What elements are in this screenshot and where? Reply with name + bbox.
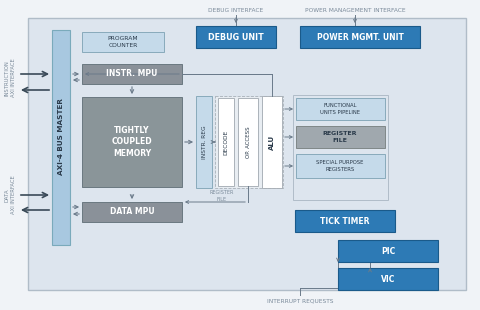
Text: INSTRUCTION
AXI INTERFACE: INSTRUCTION AXI INTERFACE [4,59,15,97]
Bar [293,95,388,200]
Text: AXI-4 BUS MASTER: AXI-4 BUS MASTER [58,99,64,175]
Text: POWER MGMT. UNIT: POWER MGMT. UNIT [317,33,403,42]
Text: PIC: PIC [381,246,395,255]
Bar [28,18,466,290]
Text: REGISTER
FILE: REGISTER FILE [323,131,357,143]
Bar [82,32,164,52]
Bar [296,126,385,148]
Text: INTERRUPT REQUESTS: INTERRUPT REQUESTS [267,299,333,303]
Text: INSTR. REG: INSTR. REG [202,125,206,159]
Text: DEBUG INTERFACE: DEBUG INTERFACE [208,7,264,12]
Text: INSTR. MPU: INSTR. MPU [106,69,158,78]
Bar [82,202,182,222]
Text: DATA
AXI INTERFACE: DATA AXI INTERFACE [4,176,15,215]
Bar [82,64,182,84]
Text: ALU: ALU [269,135,275,149]
Bar [215,96,283,188]
Text: DATA MPU: DATA MPU [110,207,154,216]
Bar [296,98,385,120]
Bar [52,30,70,245]
Bar [338,240,438,262]
Bar [238,98,258,186]
Text: TIGHTLY
COUPLED
MEMORY: TIGHTLY COUPLED MEMORY [112,126,152,157]
Text: FUNCTIONAL
UNITS PIPELINE: FUNCTIONAL UNITS PIPELINE [320,104,360,115]
Bar [262,96,282,188]
Text: POWER MANAGEMENT INTERFACE: POWER MANAGEMENT INTERFACE [305,7,405,12]
Text: DEBUG UNIT: DEBUG UNIT [208,33,264,42]
Bar [196,26,276,48]
Text: PROGRAM
COUNTER: PROGRAM COUNTER [108,36,138,48]
Bar [296,154,385,178]
Text: OP. ACCESS: OP. ACCESS [245,126,251,158]
Text: TICK TIMER: TICK TIMER [320,216,370,225]
Text: SPECIAL PURPOSE
REGISTERS: SPECIAL PURPOSE REGISTERS [316,160,364,172]
Text: VIC: VIC [381,274,395,284]
Bar [295,210,395,232]
Bar [82,97,182,187]
Text: DECODE: DECODE [224,129,228,155]
Text: REGISTER
FILE: REGISTER FILE [210,190,234,202]
Bar [300,26,420,48]
Bar [218,98,234,186]
Bar [196,96,212,188]
Bar [338,268,438,290]
